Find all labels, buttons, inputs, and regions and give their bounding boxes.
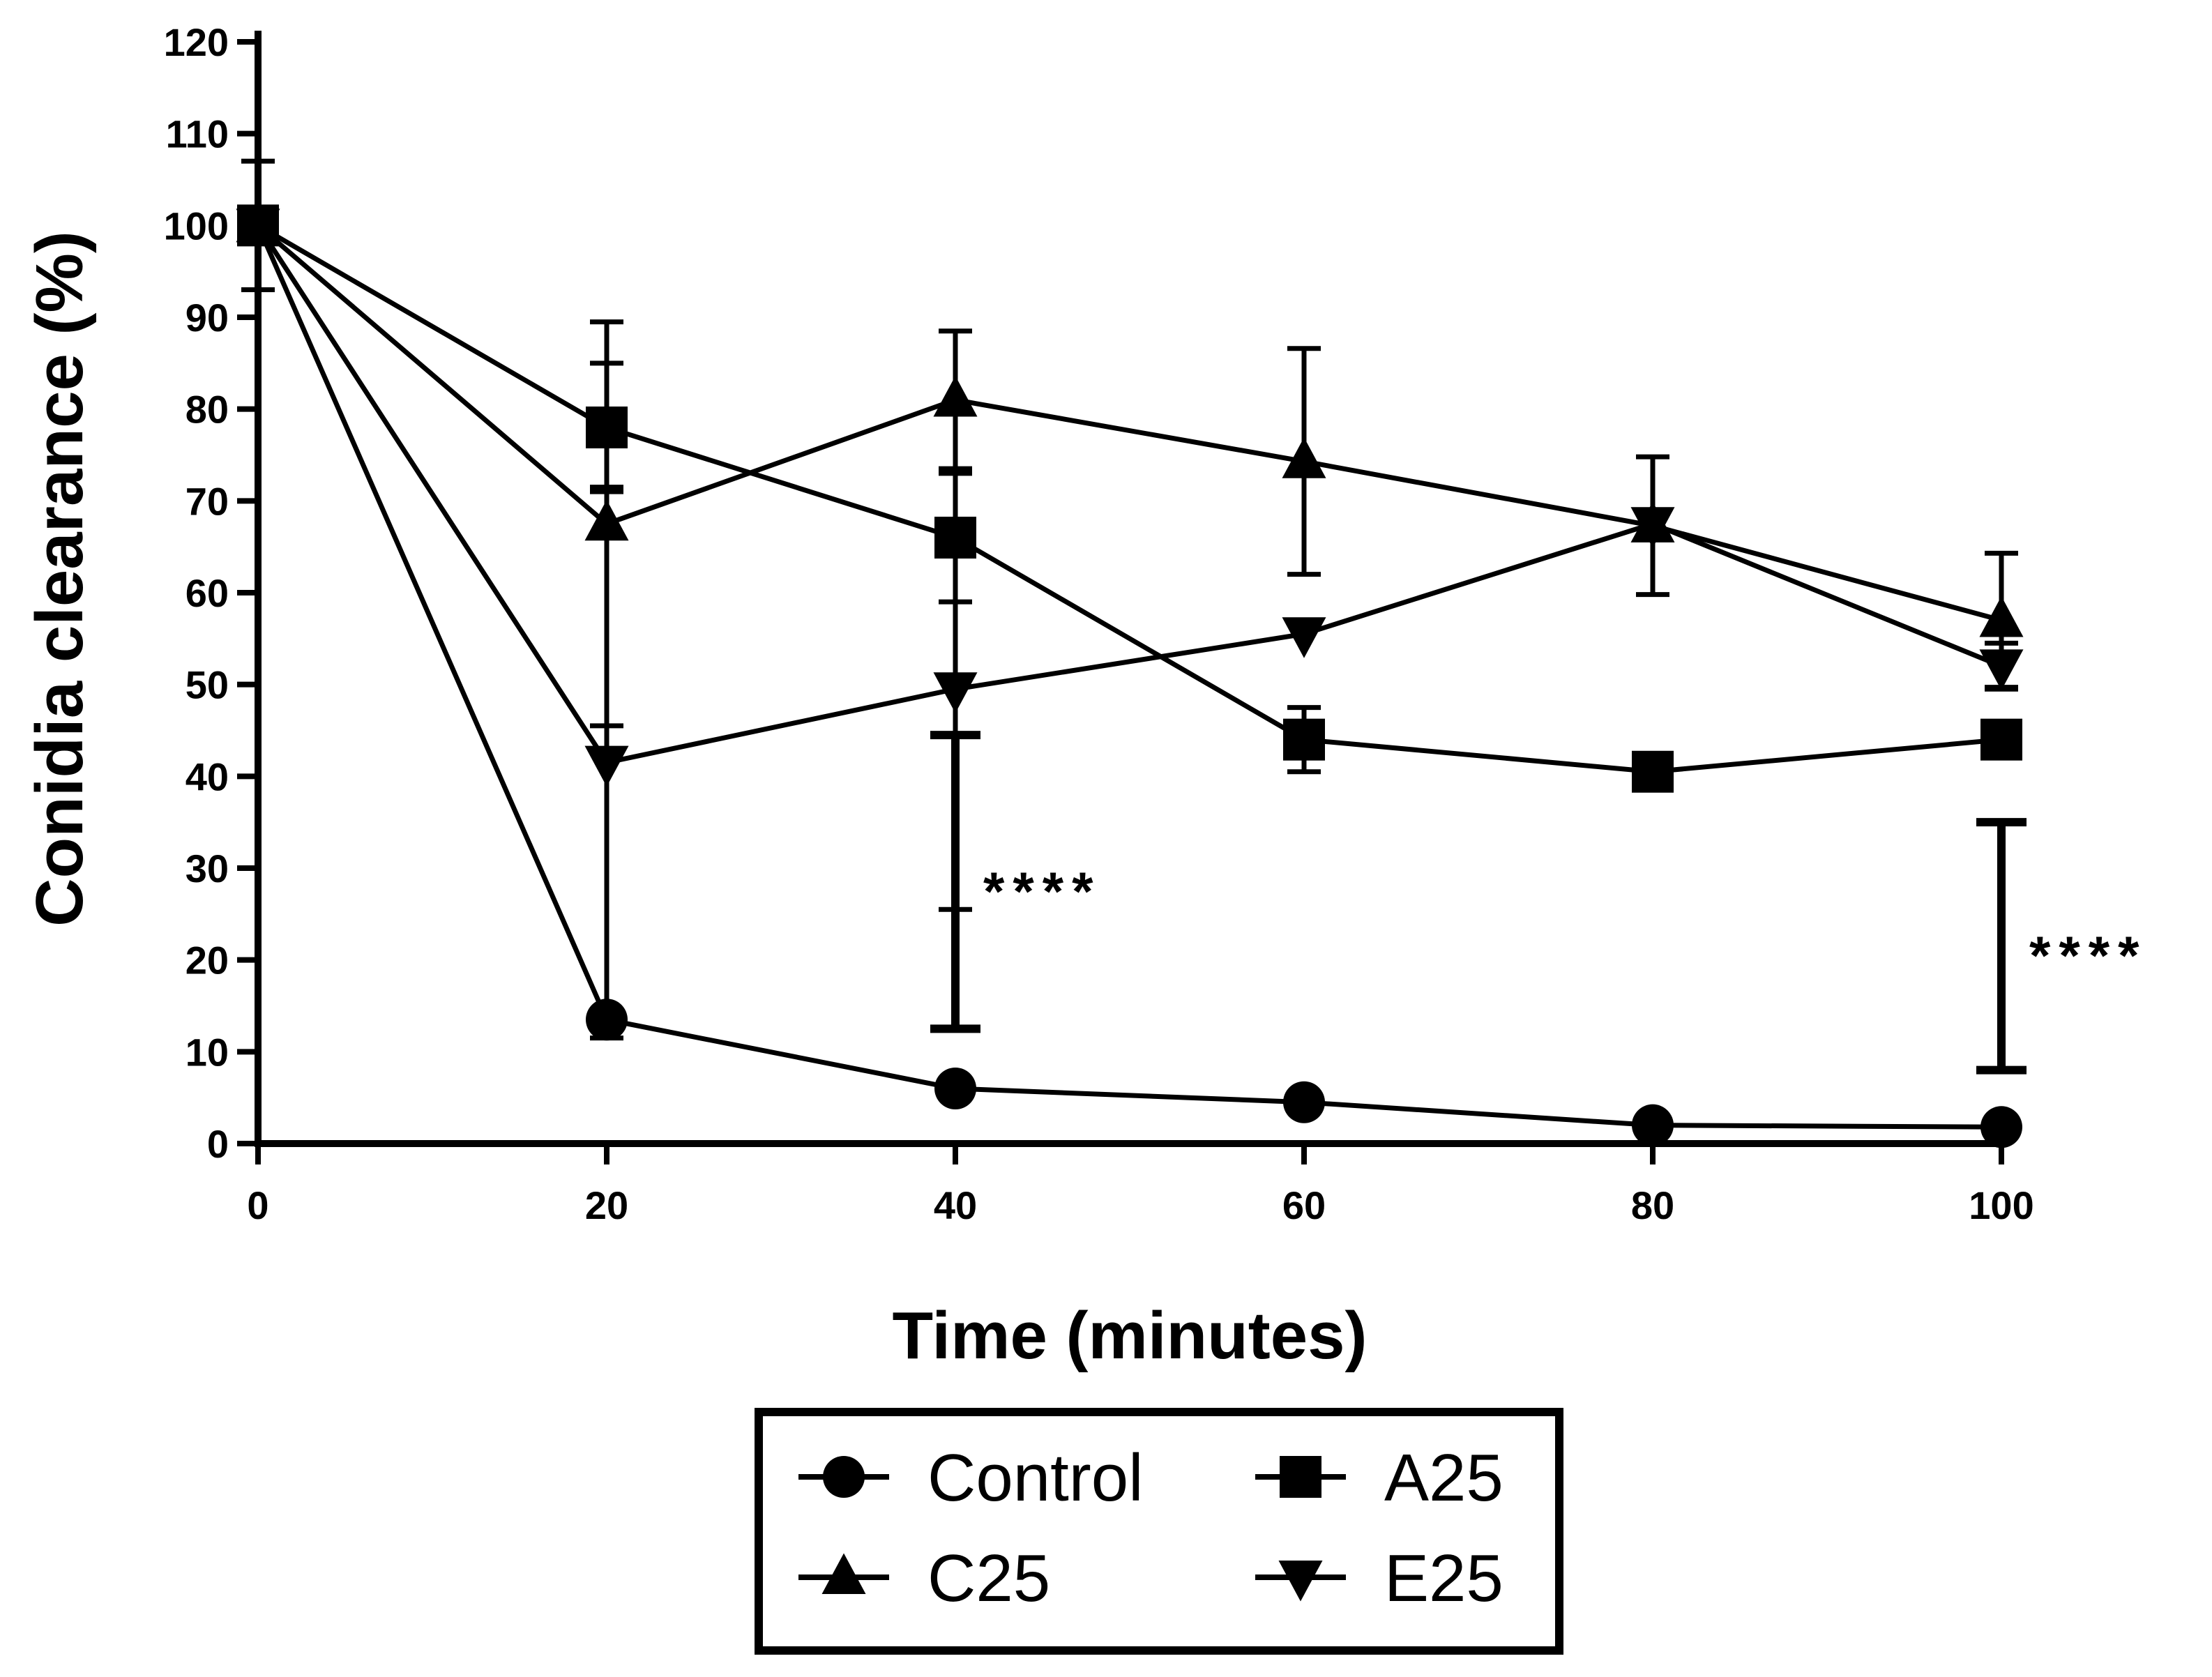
x-tick-label: 0 <box>247 1183 268 1227</box>
marker-square <box>1980 718 2022 761</box>
marker-triangle-up <box>1282 437 1326 478</box>
x-tick-label: 100 <box>1969 1183 2033 1227</box>
marker-triangle-up <box>821 1553 866 1594</box>
series-line-e25 <box>256 224 2003 766</box>
marker-triangle-down <box>933 672 978 713</box>
marker-triangle-down <box>1282 617 1326 658</box>
marker-circle <box>1283 1081 1325 1123</box>
significance-label: **** <box>2029 925 2147 986</box>
y-tick-label: 70 <box>185 479 229 523</box>
y-tick-label: 100 <box>164 204 229 248</box>
y-tick-label: 30 <box>185 847 229 890</box>
significance-annotations: **** **** <box>930 731 2147 1075</box>
y-tick-label: 80 <box>185 388 229 432</box>
legend-item-control: Control <box>798 1441 1143 1515</box>
marker-triangle-up <box>1979 596 2024 637</box>
marker-triangle-up <box>933 376 978 417</box>
y-tick-label: 110 <box>166 112 229 156</box>
marker-square <box>1283 718 1325 761</box>
marker-circle <box>1980 1106 2022 1148</box>
axes: 0 10 20 30 40 50 60 70 80 90 100 110 120 0 20 40 60 80 100 <box>164 20 2034 1227</box>
series-line-c25 <box>256 223 2002 623</box>
series-line-a25 <box>257 223 2002 775</box>
x-tick-label: 80 <box>1631 1183 1674 1227</box>
y-tick-label: 40 <box>185 754 229 798</box>
y-tick-label: 20 <box>185 939 229 982</box>
legend-label: C25 <box>927 1541 1050 1616</box>
legend-label: E25 <box>1384 1541 1503 1616</box>
marker-square <box>1632 750 1674 793</box>
series-c25 <box>236 201 2024 729</box>
series-line-control <box>255 224 2002 1130</box>
marker-triangle-down <box>584 745 629 787</box>
series-a25 <box>237 204 2022 793</box>
marker-triangle-down <box>1979 649 2024 690</box>
legend-box <box>755 1408 1563 1655</box>
marker-triangle-down <box>1278 1561 1323 1602</box>
x-tick-label: 60 <box>1282 1183 1326 1227</box>
marker-circle <box>823 1456 865 1498</box>
y-tick-label: 60 <box>185 571 229 615</box>
x-tick-label: 40 <box>934 1183 977 1227</box>
significance-label: **** <box>983 860 1101 922</box>
y-tick-label: 90 <box>185 296 229 340</box>
legend-label: A25 <box>1384 1441 1503 1515</box>
marker-triangle-down <box>1630 507 1675 548</box>
legend-item-a25: A25 <box>1255 1441 1503 1515</box>
y-tick-label: 10 <box>185 1030 229 1074</box>
y-tick-label: 0 <box>207 1122 229 1166</box>
legend-item-c25: C25 <box>798 1541 1050 1616</box>
legend: Control A25 C25 E25 <box>755 1408 1563 1655</box>
plot-area <box>236 158 2024 1148</box>
series-control <box>237 158 2022 1148</box>
y-axis-title: Conidia clearance (%) <box>22 231 97 927</box>
marker-triangle-down <box>236 208 280 250</box>
marker-square <box>1280 1456 1321 1498</box>
marker-circle <box>1632 1104 1674 1146</box>
marker-circle <box>934 1068 976 1109</box>
legend-item-e25: E25 <box>1255 1541 1503 1616</box>
x-tick-label: 20 <box>585 1183 628 1227</box>
legend-label: Control <box>927 1441 1143 1515</box>
y-tick-label: 50 <box>185 663 229 707</box>
series-e25 <box>236 208 2024 1041</box>
y-tick-label: 120 <box>164 20 229 64</box>
x-axis-title: Time (minutes) <box>893 1298 1368 1373</box>
